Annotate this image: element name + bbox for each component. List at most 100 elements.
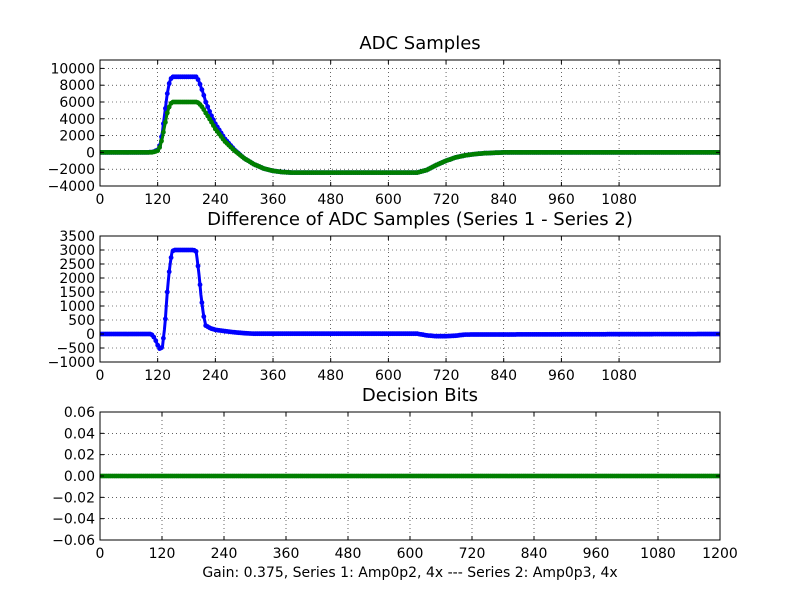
adc-samples-series-1-point: [166, 81, 172, 86]
difference-xtick-label-6: 720: [433, 368, 460, 384]
adc-samples-series-1-point: [203, 99, 209, 105]
adc-samples-ytick-label-3: 2000: [59, 129, 95, 145]
adc-samples-ytick-label-4: 4000: [59, 112, 95, 128]
adc-samples-series-1: [100, 74, 720, 176]
adc-samples-series-1-point: [207, 109, 213, 114]
decision-bits-xtick-label-6: 720: [459, 546, 486, 562]
adc-samples-xtick-label-1: 120: [144, 192, 171, 208]
difference-ytick-label-0: −1000: [48, 355, 95, 371]
difference-series-1-point: [193, 249, 199, 254]
difference-series-1-point: [151, 334, 157, 340]
difference-xtick-label-1: 120: [144, 368, 171, 384]
adc-samples-series-2-line: [100, 100, 720, 175]
difference-xtick-label-4: 480: [317, 368, 344, 384]
adc-samples-ytick-label-7: 10000: [50, 61, 95, 77]
x-axis-label: Gain: 0.375, Series 1: Amp0p2, 4x --- Se…: [202, 565, 617, 581]
difference-xtick-label-2: 240: [202, 368, 229, 384]
decision-bits-xtick-label-9: 1080: [640, 546, 676, 562]
adc-samples-xtick-label-7: 840: [490, 192, 517, 208]
adc-samples-xtick-label-8: 960: [548, 192, 575, 208]
difference-ytick-label-2: 0: [86, 327, 95, 343]
difference-series-1-point: [159, 345, 164, 351]
difference-xtick-label-8: 960: [548, 368, 575, 384]
decision-bits-ytick-label-4: 0.02: [64, 448, 95, 464]
adc-samples-xtick-label-6: 720: [433, 192, 460, 208]
adc-samples-series-1-point: [201, 92, 207, 98]
adc-samples-series-2: [100, 99, 720, 176]
difference-series-1-point: [201, 314, 207, 319]
difference-ytick-label-9: 3500: [59, 229, 95, 245]
difference-xtick-label-7: 840: [490, 368, 517, 384]
decision-bits-xtick-label-1: 120: [149, 546, 176, 562]
adc-samples-series-1-point: [163, 106, 168, 111]
adc-samples-series-1-point: [164, 91, 170, 96]
decision-bits-title: Decision Bits: [362, 385, 478, 406]
decision-bits-ytick-label-5: 0.04: [64, 426, 95, 442]
panel-adc-samples: 0 120 240 360 480 600 720 840 960 1080 −4000−20000…: [48, 33, 721, 208]
adc-samples-xtick-label-4: 480: [317, 192, 344, 208]
decision-bits-series-1: [100, 473, 720, 479]
adc-samples-ytick-label-6: 8000: [59, 78, 95, 94]
decision-bits-xtick-label-2: 240: [211, 546, 238, 562]
decision-bits-xtick-label-7: 840: [521, 546, 548, 562]
difference-series-1-point: [161, 335, 166, 341]
difference-series-1-point: [153, 338, 159, 344]
decision-bits-ytick-label-0: −0.06: [52, 533, 95, 549]
adc-samples-series-2-point: [157, 145, 163, 150]
adc-samples-series-1-point: [197, 81, 203, 87]
difference-xtick-label-9: 1080: [601, 368, 637, 384]
adc-samples-series-2-point: [159, 138, 164, 144]
decision-bits-ytick-label-2: −0.02: [52, 490, 95, 506]
adc-samples-series-1-point: [205, 104, 211, 110]
difference-xtick-label-5: 600: [375, 368, 402, 384]
adc-samples-series-2-point: [164, 110, 170, 116]
difference-ytick-label-8: 3000: [59, 243, 95, 259]
adc-samples-series-2-point: [166, 104, 172, 110]
adc-samples-series-2-point: [163, 119, 168, 125]
difference-ytick-label-7: 2500: [59, 257, 95, 273]
adc-samples-ytick-label-2: 0: [86, 145, 95, 161]
adc-samples-series-1-point: [199, 87, 205, 92]
adc-samples-xtick-label-9: 1080: [601, 192, 637, 208]
difference-series-1: [100, 247, 720, 351]
adc-samples-xtick-label-5: 600: [375, 192, 402, 208]
adc-samples-series-1-line: [100, 75, 720, 175]
difference-series-1-point: [197, 282, 203, 288]
difference-title: Difference of ADC Samples (Series 1 - Se…: [207, 209, 633, 230]
difference-axes-frame: [99, 235, 721, 363]
difference-ytick-label-4: 1000: [59, 299, 95, 315]
adc-samples-xtick-label-3: 360: [260, 192, 287, 208]
decision-bits-xtick-label-4: 480: [335, 546, 362, 562]
decision-bits-xtick-label-8: 960: [583, 546, 610, 562]
adc-samples-title: ADC Samples: [359, 33, 480, 54]
decision-bits-ytick-label-3: 0.00: [64, 469, 95, 485]
decision-bits-ytick-label-1: −0.04: [52, 512, 95, 528]
difference-ytick-label-3: 500: [68, 313, 95, 329]
panel-difference: 0 120 240 360 480 600 720 840 960 1080−1000−50005…: [48, 209, 721, 384]
adc-samples-xtick-label-2: 240: [202, 192, 229, 208]
adc-samples-ytick-label-1: −2000: [48, 162, 95, 178]
adc-samples-xtick-label-0: 0: [96, 192, 105, 208]
difference-series-1-point: [166, 269, 172, 275]
adc-samples-series-1-point: [195, 77, 201, 82]
panel-decision-bits: 0 120 240 360 480 600 720 840 960 1080 1200 −0.06 −0…: [52, 385, 738, 562]
difference-series-1-point: [164, 289, 170, 295]
decision-bits-ytick-label-6: 0.06: [64, 405, 95, 421]
adc-samples-ytick-label-5: 6000: [59, 95, 95, 111]
decision-bits-xtick-label-5: 600: [397, 546, 424, 562]
difference-xtick-label-3: 360: [260, 368, 287, 384]
adc-samples-ytick-label-0: −4000: [48, 179, 95, 195]
difference-ytick-label-5: 1500: [59, 285, 95, 301]
difference-ytick-label-1: −500: [57, 341, 95, 357]
adc-samples-axes-frame: [99, 59, 721, 187]
difference-series-1-point: [163, 316, 168, 322]
adc-samples-series-2-point: [161, 129, 166, 135]
difference-series-1-point: [199, 300, 205, 305]
difference-series-1-point: [168, 255, 174, 260]
decision-bits-xtick-label-10: 1200: [702, 546, 738, 562]
difference-ytick-label-6: 2000: [59, 271, 95, 287]
difference-xtick-label-0: 0: [96, 368, 105, 384]
decision-bits-xtick-label-3: 360: [273, 546, 300, 562]
difference-series-1-point: [195, 263, 201, 269]
